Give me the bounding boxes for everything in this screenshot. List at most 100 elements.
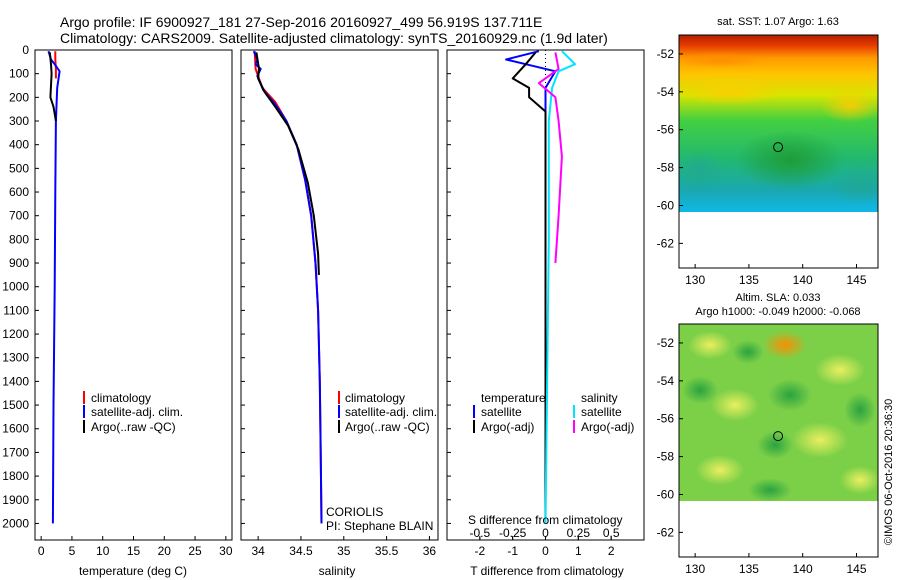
sst-map: sat. SST: 1.07 Argo: 1.63 130 135 140 145 -5… xyxy=(657,16,879,287)
x-tick-label: 1 xyxy=(575,544,582,558)
sst-map-ticks: 130 135 140 145 -52 -54 -56 -58 -60 -62 xyxy=(657,47,867,287)
legend-title-temperature: temperature xyxy=(481,391,546,405)
sla-low-4 xyxy=(757,431,793,459)
annotation-pi: PI: Stephane BLAIN xyxy=(326,519,433,533)
x-tick-label: 5 xyxy=(69,544,76,558)
map-x-tick-label: 135 xyxy=(739,273,759,287)
y-tick-label: 900 xyxy=(9,256,29,270)
sla-high-4 xyxy=(711,389,759,421)
x-tick-label: 20 xyxy=(158,544,172,558)
difference-xlabel: T difference from climatology xyxy=(470,564,624,578)
x2-tick-label: 0.25 xyxy=(567,526,591,540)
y-tick-label: 1500 xyxy=(2,398,29,412)
series-line-satellite xyxy=(544,50,576,524)
x2-tick-label: 0.5 xyxy=(603,526,620,540)
legend-label-climatology: climatology xyxy=(345,391,405,405)
x-tick-label: 10 xyxy=(96,544,110,558)
series-line-satellite-adj-clim- xyxy=(47,50,61,524)
sla-high-1 xyxy=(688,331,732,359)
y-tick-label: 1200 xyxy=(2,327,29,341)
y-tick-label: 800 xyxy=(9,232,29,246)
x-tick-label: 2 xyxy=(608,544,615,558)
legend-label-satellite: satellite-adj. clim. xyxy=(91,405,183,419)
y-tick-label: 1400 xyxy=(2,374,29,388)
y-tick-label: 1800 xyxy=(2,469,29,483)
sla-map-title: Altim. SLA: 0.033 xyxy=(736,292,821,304)
x-tick-label: 15 xyxy=(127,544,141,558)
sst-float-marker xyxy=(773,142,784,153)
y-tick-label: 100 xyxy=(9,67,29,81)
map-x-tick-label: 130 xyxy=(685,562,705,576)
legend-label-s-argo: Argo(-adj) xyxy=(581,420,634,434)
map-y-tick-label: -54 xyxy=(657,85,675,99)
x-tick-label: 34.5 xyxy=(289,544,313,558)
series-line-climatology xyxy=(253,51,323,524)
series-line-argo-adj- xyxy=(511,51,547,524)
y-tick-label: 1600 xyxy=(2,422,29,436)
map-x-tick-label: 145 xyxy=(846,562,866,576)
map-x-tick-label: 130 xyxy=(685,273,705,287)
sla-high-7 xyxy=(840,466,878,494)
difference-legend: temperature salinity satellite Argo(-adj… xyxy=(468,391,634,527)
temperature-legend: climatology satellite-adj. clim. Argo(..… xyxy=(83,391,183,434)
legend-label-s-satellite: satellite xyxy=(581,405,622,419)
x2-tick-label: -0.25 xyxy=(499,526,527,540)
legend-label-t-satellite: satellite xyxy=(481,405,522,419)
y-tick-label: 1700 xyxy=(2,445,29,459)
sla-low-3 xyxy=(768,379,812,411)
profile-series xyxy=(47,50,576,524)
map-x-tick-label: 145 xyxy=(846,273,866,287)
legend-label-satellite: satellite-adj. clim. xyxy=(345,405,437,419)
y-tick-label: 500 xyxy=(9,161,29,175)
series-line-argo-raw-qc- xyxy=(255,52,320,275)
sla-float-marker xyxy=(773,431,784,442)
sst-cool-pool xyxy=(735,130,845,190)
map-x-tick-label: 135 xyxy=(739,562,759,576)
sla-high-5 xyxy=(792,422,848,458)
series-line-argo-raw-qc- xyxy=(48,52,57,122)
x2-tick-label: 0 xyxy=(542,526,549,540)
imos-stamp: ©IMOS 06-Oct-2016 20:36:30 xyxy=(883,399,895,545)
map-y-tick-label: -52 xyxy=(657,47,675,61)
y-tick-label: 300 xyxy=(9,114,29,128)
x-tick-label: 35.5 xyxy=(375,544,399,558)
sst-warm-filament xyxy=(820,87,878,123)
map-x-tick-label: 140 xyxy=(793,562,813,576)
legend-label-climatology: climatology xyxy=(91,391,151,405)
x-tick-label: 0 xyxy=(542,544,549,558)
sst-map-title: sat. SST: 1.07 Argo: 1.63 xyxy=(717,16,839,28)
s-difference-label: S difference from climatology xyxy=(468,513,623,527)
sla-low-1 xyxy=(732,340,764,364)
x-tick-label: 36 xyxy=(423,544,437,558)
y-tick-label: 600 xyxy=(9,185,29,199)
map-y-tick-label: -58 xyxy=(657,161,675,175)
sla-high-3 xyxy=(815,354,865,386)
sla-low-5 xyxy=(844,392,876,428)
map-y-tick-label: -56 xyxy=(657,412,675,426)
x-tick-label: 25 xyxy=(188,544,202,558)
map-y-tick-label: -62 xyxy=(657,525,675,539)
y-tick-label: 1100 xyxy=(3,303,29,317)
legend-title-salinity: salinity xyxy=(581,391,618,405)
header-line-1: Argo profile: IF 6900927_181 27-Sep-2016… xyxy=(60,14,542,30)
y-tick-label: 1900 xyxy=(2,493,29,507)
salinity-panel-frame xyxy=(240,49,439,541)
map-y-tick-label: -60 xyxy=(657,487,675,501)
x-tick-label: 0 xyxy=(38,544,45,558)
sla-low-6 xyxy=(748,478,792,501)
salinity-legend: climatology satellite-adj. clim. Argo(..… xyxy=(326,391,437,533)
legend-label-argo: Argo(..raw -QC) xyxy=(91,420,176,434)
x-tick-label: 30 xyxy=(219,544,233,558)
x-tick-label: 34 xyxy=(251,544,265,558)
legend-label-t-argo: Argo(-adj) xyxy=(481,420,534,434)
sst-no-data xyxy=(679,212,878,268)
map-y-tick-label: -52 xyxy=(657,336,675,350)
sla-map-ticks: 130 135 140 145 -52 -54 -56 -58 -60 -62 xyxy=(657,336,867,576)
map-y-tick-label: -54 xyxy=(657,374,675,388)
y-tick-label: 1000 xyxy=(2,280,29,294)
temperature-xlabel: temperature (deg C) xyxy=(79,564,187,578)
sst-warm-eddy xyxy=(679,78,785,106)
y-tick-label: 200 xyxy=(9,90,29,104)
map-y-tick-label: -62 xyxy=(657,236,675,250)
